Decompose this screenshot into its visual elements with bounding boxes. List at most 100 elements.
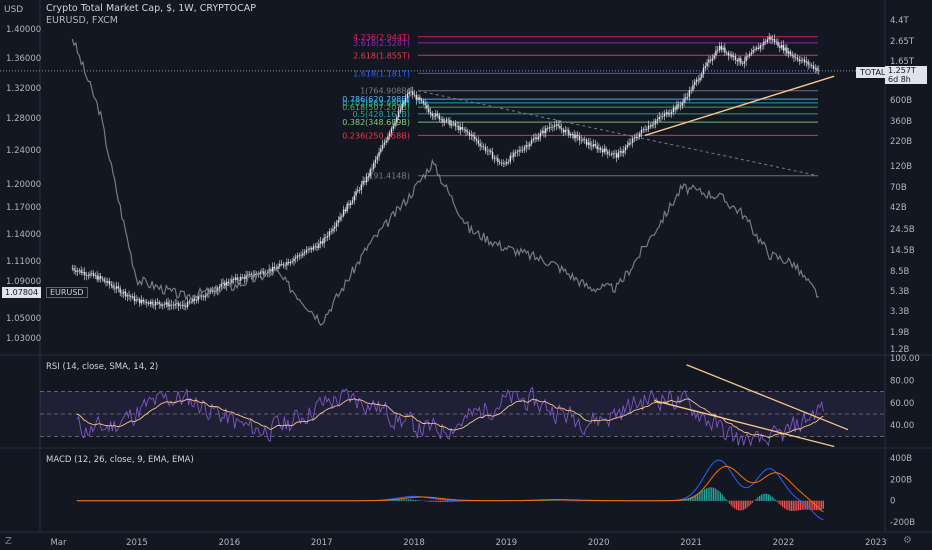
total-candle-body [273,266,276,269]
total-candle-body [601,149,604,153]
total-candle-body [578,136,581,141]
macd-histogram-bar [789,500,791,511]
total-candle-body [536,137,538,140]
total-candle-body [330,231,332,232]
total-price-countdown: 6d 8h [888,75,911,84]
macd-histogram-bar [744,500,747,509]
logo-icon[interactable]: Z [5,536,12,547]
total-candle-body [332,228,334,232]
total-candle-body [514,151,517,153]
total-candle-body [591,145,593,147]
total-candle-body [663,113,666,117]
total-candle-body [520,150,522,151]
total-candle-body [639,133,641,137]
macd-title[interactable]: MACD (12, 26, close, 9, EMA, EMA) [46,455,194,465]
total-candle-body [433,115,435,117]
total-candle-body [279,263,281,267]
total-candle-body [787,51,790,54]
total-candle-body [403,102,405,104]
total-candle-body [490,150,492,153]
total-candle-body [289,261,292,264]
total-candle-body [458,125,460,131]
macd-histogram-bar [741,500,743,511]
total-candle-body [305,250,308,253]
total-candle-body [362,180,364,185]
total-candle-body [470,134,472,136]
total-candle-body [140,299,143,304]
macd-histogram-bar [806,500,809,510]
total-candle-body [114,287,116,289]
settings-gear-icon[interactable]: ⚙ [903,535,912,546]
total-candle-body [170,304,173,306]
total-candle-body [465,129,467,132]
total-candle-body [651,124,653,127]
macd-histogram-bar [432,500,434,502]
fib-label: 0.236(250.358B) [342,131,410,140]
total-candle-body [545,128,547,134]
total-candle-body [802,59,804,61]
total-candle-body [243,277,246,279]
macd-histogram-bar [434,500,436,502]
left-axis-tick: 1.09000 [6,277,41,287]
overlay-series-label[interactable]: EURUSD, FXCM [46,15,119,26]
total-candle-body [346,203,348,212]
macd-histogram-bar [420,500,422,501]
total-candle-body [764,41,767,43]
total-candle-body [809,64,811,66]
macd-histogram-bar [757,497,759,501]
total-candle-body [699,77,701,81]
total-candle-body [493,157,496,159]
total-candle-body [529,143,531,147]
macd-histogram-bar [751,500,754,503]
total-candle-body [124,291,127,297]
total-candle-body [183,304,185,306]
total-candle-body [670,112,673,114]
total-candle-body [121,293,123,294]
total-candle-body [725,52,728,54]
total-candle-body [224,282,226,286]
left-price-axis[interactable]: 1.40000 1.36000 1.32000 1.28000 1.24000 1.200… [6,25,41,344]
fib-label: 0(91.414B) [365,172,410,181]
macd-histogram-bar [409,499,411,501]
total-candle-body [206,294,208,296]
total-candle-body [584,139,586,140]
total-candle-body [504,163,506,165]
total-candle-body [757,47,760,49]
macd-histogram-bar [819,500,821,510]
right-axis-tick: 220B [890,137,912,147]
total-candle-body [780,45,783,48]
macd-histogram-bar [704,489,706,501]
total-candle-body [229,282,231,284]
time-axis[interactable]: Mar 2015 2016 2017 2018 2019 2020 2021 2022 2023 [50,538,886,548]
total-candle-body [287,261,290,264]
total-candle-body [580,140,582,141]
right-axis-tick: 600B [890,96,912,106]
right-axis-tick: 24.5B [890,225,915,235]
rsi-title[interactable]: RSI (14, close, SMA, 14, 2) [46,362,159,372]
macd-histogram-bar [418,500,420,501]
total-candle-body [803,59,806,63]
total-candle-body [562,129,565,133]
right-price-axis[interactable]: 4.4T2.65T1.65T1T600B360B220B120B70B42B24… [890,16,915,355]
total-candle-body [202,296,205,298]
macd-pane[interactable]: 400B 200B 0 -200B [76,454,915,528]
total-candle-body [364,180,366,183]
total-candle-body [245,275,247,279]
total-candle-body [335,222,338,227]
macd-histogram-bar [542,500,544,501]
macd-histogram-bar [734,500,736,509]
chart-title[interactable]: Crypto Total Market Cap, $, 1W, CRYPTOCA… [46,3,257,14]
left-axis-tick: 1.11000 [6,257,41,267]
trendlines[interactable] [0,70,885,137]
rsi-pane[interactable]: 100.00 80.00 60.00 40.00 [40,354,920,448]
total-candle-body [812,65,815,69]
macd-axis-tick: 200B [890,475,912,485]
fib-levels[interactable]: 4.236(2.944T)3.618(2.528T) 2.618(1.855T) 1… [342,33,819,181]
total-candle-body [772,38,774,40]
total-candle-body [463,129,465,130]
total-candle-body [539,132,542,137]
macd-histogram-bar [766,493,768,501]
total-candle-body [607,151,609,154]
total-candle-body [555,124,558,126]
